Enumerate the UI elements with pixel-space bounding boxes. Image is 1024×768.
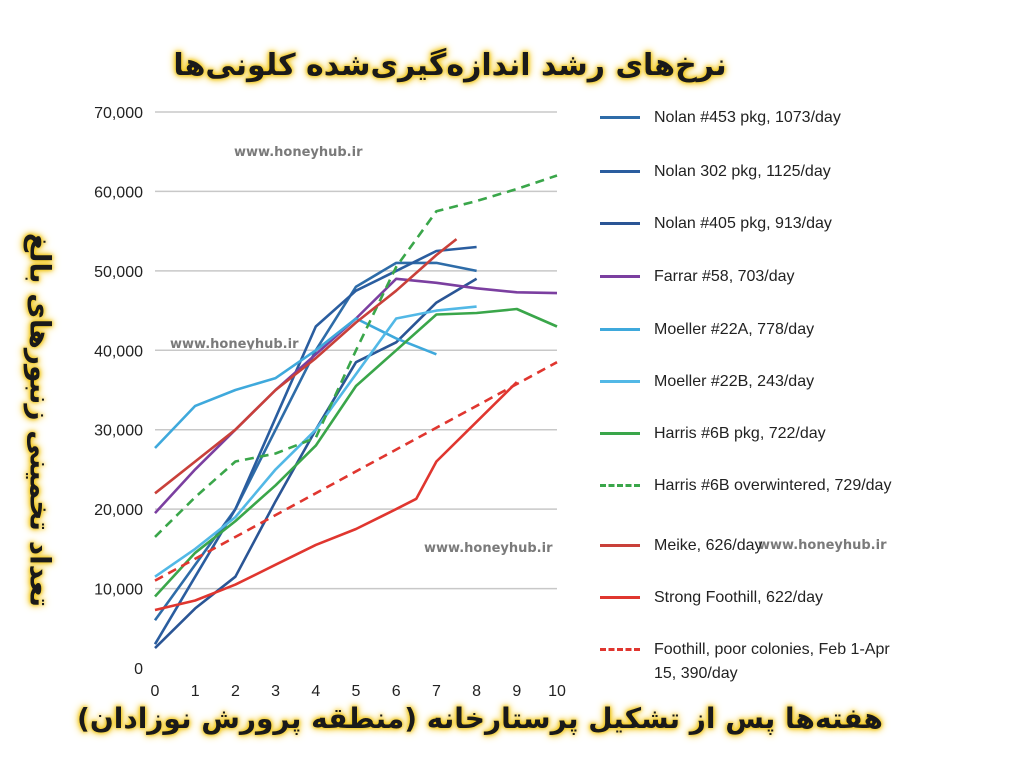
series-line [154,277,558,514]
legend-label: Nolan 302 pkg, 1125/day [654,163,831,180]
legend-label: Nolan #453 pkg, 1073/day [654,109,841,126]
y-tick-label: 20,000 [94,502,143,519]
y-tick-label: 0 [134,661,143,678]
legend-label: Strong Foothill, 622/day [654,589,823,606]
watermark: www.honeyhub.ir [170,337,299,352]
legend-label: Nolan #405 pkg, 913/day [654,215,832,232]
y-tick-label: 30,000 [94,423,143,440]
x-tick-label: 10 [548,683,566,700]
series-line [153,245,477,645]
x-tick-label: 3 [271,683,280,700]
x-tick-label: 4 [311,683,320,700]
x-tick-label: 5 [352,683,361,700]
watermark: www.honeyhub.ir [234,145,363,160]
y-tick-label: 40,000 [94,343,143,360]
series-line [154,305,477,578]
x-tick-label: 0 [151,683,160,700]
y-tick-label: 10,000 [94,582,143,599]
legend-swatch [600,116,640,119]
legend-label: Farrar #58, 703/day [654,268,795,285]
series-line [153,261,477,622]
legend-label: Harris #6B overwintered, 729/day [654,477,892,494]
legend-swatch [600,484,640,487]
legend-swatch [600,432,640,435]
y-tick-label: 70,000 [94,105,143,122]
watermark: www.honeyhub.ir [758,538,887,553]
series-line [154,277,478,650]
watermark: www.honeyhub.ir [424,541,553,556]
legend-swatch [600,596,640,599]
x-tick-label: 8 [472,683,481,700]
legend-swatch [600,275,640,278]
legend-swatch [600,544,640,547]
legend-swatch [600,380,640,383]
legend-swatch [600,328,640,331]
series-line [154,307,558,598]
y-tick-label: 50,000 [94,264,143,281]
x-tick-label: 6 [392,683,401,700]
series-line [154,174,558,538]
grid-lines [155,111,557,669]
x-tick-label: 2 [231,683,240,700]
x-tick-label: 7 [432,683,441,700]
y-tick-labels: 0 10,000 20,000 30,000 40,000 50,000 60,000 70,… [94,105,143,678]
x-tick-labels: 0 1 2 3 4 5 6 7 8 9 10 [151,683,566,700]
chart-title: نرخ‌های رشد اندازه‌گیری‌شده کلونی‌ها [173,48,727,83]
x-tick-label: 1 [191,683,200,700]
legend-label: Moeller #22B, 243/day [654,373,815,390]
series-line [154,238,458,495]
series-line [154,361,558,582]
legend-swatch [600,170,640,173]
legend-label: Moeller #22A, 778/day [654,321,815,338]
legend-label: Meike, 626/day [654,537,763,554]
y-tick-label: 60,000 [94,184,143,201]
series-line [154,317,437,449]
legend-label: Foothill, poor colonies, Feb 1-Apr 15, 3… [654,641,890,682]
x-axis-label: هفته‌ها پس از تشکیل پرستارخانه (منطقه پر… [77,702,883,735]
legend-label: Harris #6B pkg, 722/day [654,425,826,442]
legend-swatch [600,222,640,225]
x-tick-label: 9 [512,683,521,700]
legend-swatch [600,648,640,651]
series-line [154,381,518,612]
series-lines [153,174,558,650]
